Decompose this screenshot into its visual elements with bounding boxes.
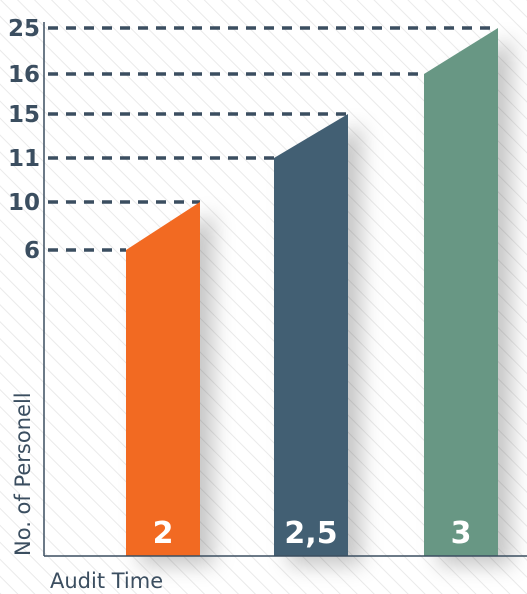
bar-1: [126, 202, 200, 556]
bar-2: [274, 114, 348, 556]
guide-lines: [48, 26, 498, 252]
y-tick-label: 6: [24, 238, 40, 264]
bar-category-label: 2: [153, 516, 174, 551]
y-tick-label: 16: [8, 62, 40, 88]
x-axis-title: Audit Time: [50, 569, 163, 593]
bar-category-label: 3: [451, 516, 472, 551]
y-axis-title: No. of Personell: [11, 392, 35, 556]
bar-category-label: 2,5: [284, 516, 337, 551]
bar-3: [424, 28, 498, 556]
y-tick-labels: 6 10 11 15 16 25: [8, 16, 40, 264]
y-tick-label: 11: [8, 146, 40, 172]
y-tick-label: 25: [8, 16, 40, 42]
bars: 2 2,5 3: [126, 28, 498, 556]
y-tick-label: 15: [8, 102, 40, 128]
y-tick-label: 10: [8, 190, 40, 216]
